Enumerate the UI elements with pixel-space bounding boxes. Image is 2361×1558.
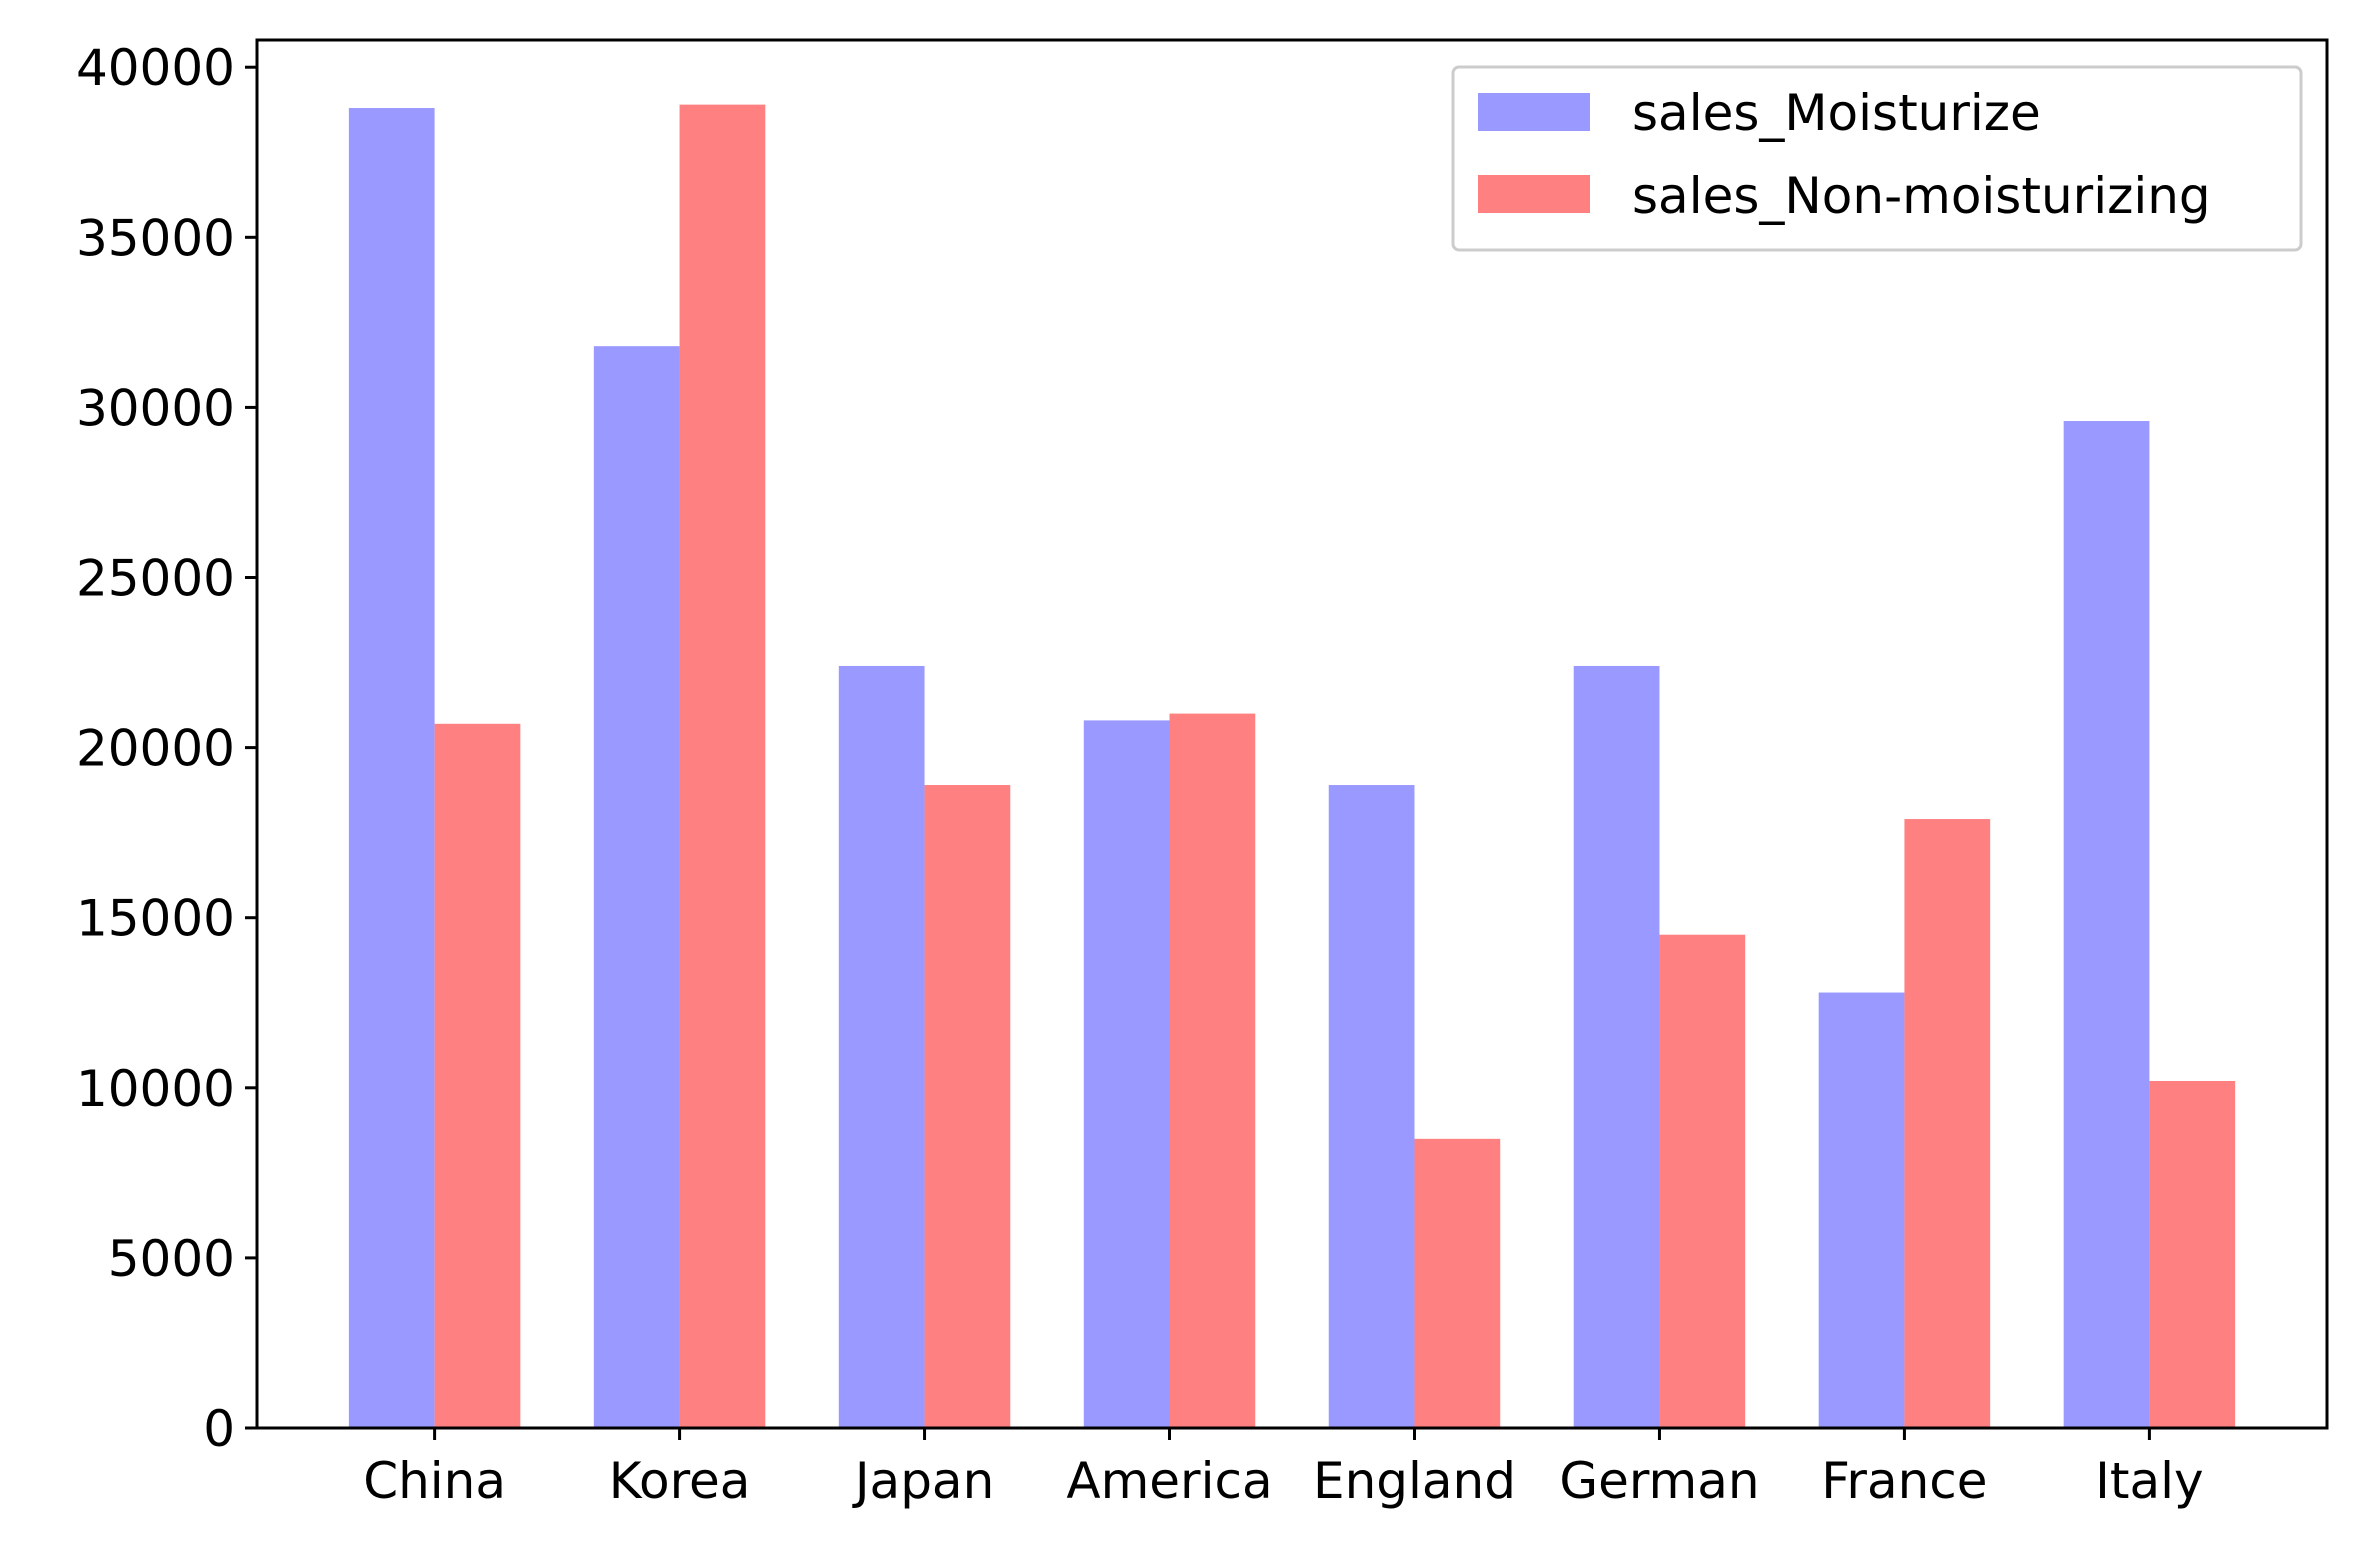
bar-england-moisturize: [1328, 785, 1415, 1428]
x-tick-label-england: England: [1313, 1452, 1516, 1510]
bar-german-non-moisturizing: [1659, 934, 1746, 1428]
bar-german-moisturize: [1573, 665, 1660, 1428]
bar-america-moisturize: [1083, 720, 1170, 1428]
bar-korea-non-moisturizing: [679, 104, 766, 1429]
x-axis: China Korea Japan America England German Franc…: [363, 1428, 2204, 1510]
bar-japan-moisturize: [838, 665, 925, 1428]
bar-korea-moisturize: [593, 346, 680, 1428]
legend-label-non-moisturizing: sales_Non-moisturizing: [1632, 167, 2211, 225]
bars-layer: [348, 104, 2236, 1429]
legend-swatch-non-moisturizing: [1478, 175, 1590, 213]
x-tick-label-china: China: [363, 1452, 506, 1510]
legend-label-moisturize: sales_Moisturize: [1632, 84, 2041, 142]
x-tick-label-italy: Italy: [2095, 1452, 2203, 1510]
x-tick-label-america: America: [1066, 1452, 1272, 1510]
bar-italy-moisturize: [2063, 421, 2150, 1428]
x-tick-label-korea: Korea: [609, 1452, 751, 1510]
plot-frame: [255, 38, 2329, 1430]
y-tick-label: 10000: [76, 1060, 235, 1118]
x-tick-label-france: France: [1821, 1452, 1987, 1510]
y-tick-label: 5000: [108, 1230, 235, 1288]
bar-france-non-moisturizing: [1904, 819, 1991, 1428]
legend-swatch-moisturize: [1478, 93, 1590, 131]
y-tick-label: 25000: [76, 550, 235, 608]
y-tick-label: 35000: [76, 209, 235, 267]
bar-china-moisturize: [348, 108, 435, 1429]
y-tick-label: 40000: [76, 39, 235, 97]
bar-italy-non-moisturizing: [2149, 1081, 2236, 1428]
bar-france-moisturize: [1818, 992, 1905, 1428]
legend: sales_Moisturize sales_Non-moisturizing: [1451, 65, 2303, 252]
legend-box: [1451, 65, 2303, 252]
x-tick-label-german: German: [1559, 1452, 1759, 1510]
x-tick-label-japan: Japan: [852, 1452, 994, 1510]
bar-japan-non-moisturizing: [924, 785, 1011, 1428]
y-axis: 0 5000 10000 15000 20000 25000 30000 35000 40000: [76, 39, 257, 1458]
y-tick-label: 0: [203, 1400, 235, 1458]
bar-america-non-moisturizing: [1169, 713, 1256, 1428]
y-tick-label: 15000: [76, 890, 235, 948]
bar-england-non-moisturizing: [1414, 1138, 1501, 1428]
bar-china-non-moisturizing: [434, 723, 521, 1428]
y-tick-label: 20000: [76, 720, 235, 778]
y-tick-label: 30000: [76, 379, 235, 437]
